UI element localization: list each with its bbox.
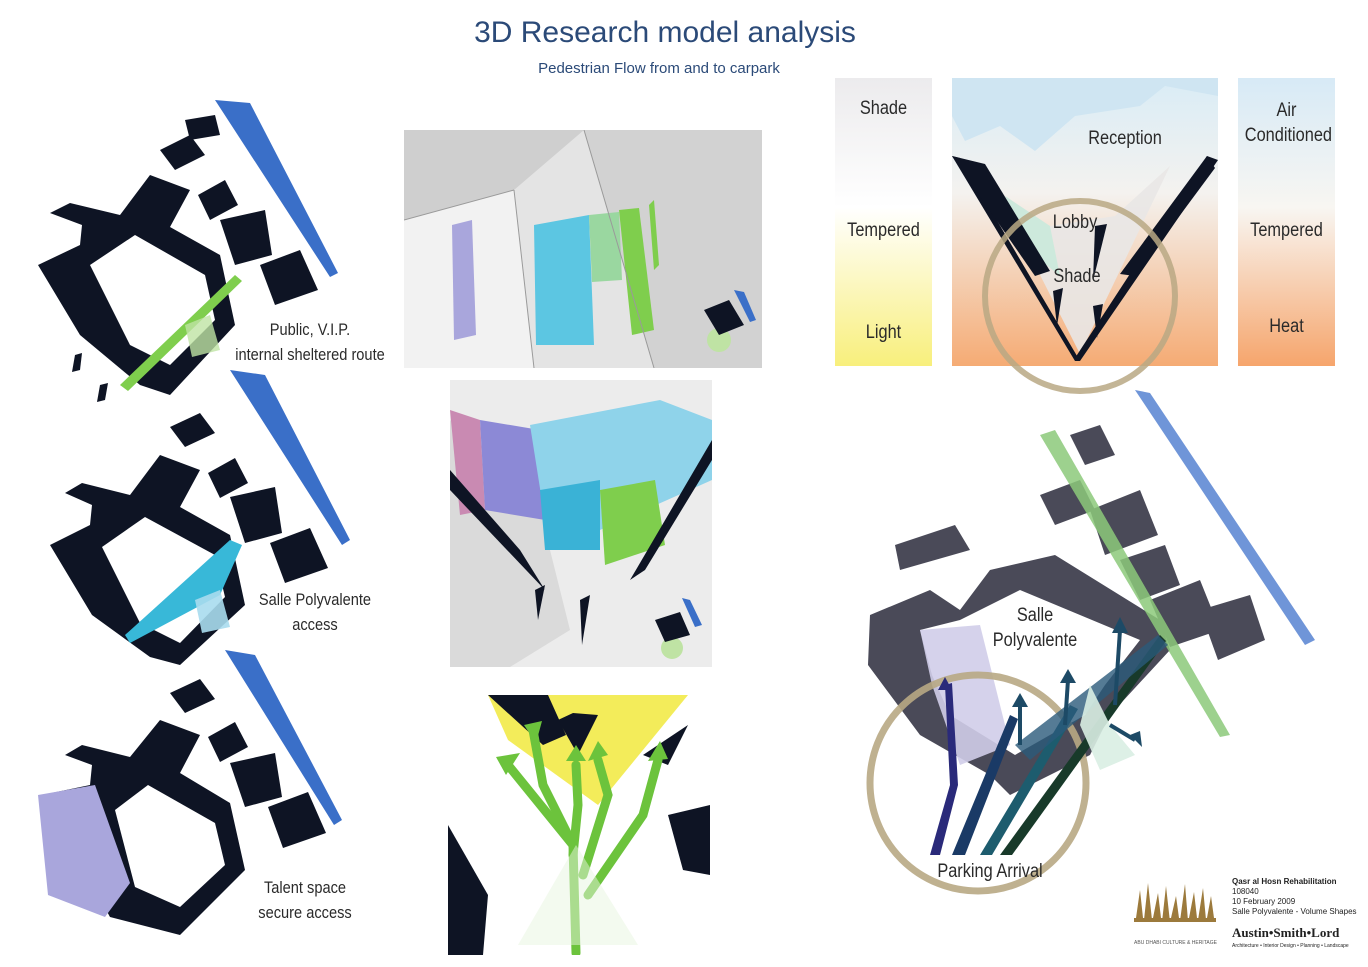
issue-date: 10 February 2009 xyxy=(1232,897,1296,906)
plan-salle-access: Salle Polyvalente access xyxy=(20,365,380,675)
site-plan-drawing xyxy=(866,390,1315,895)
firm-disciplines: Architecture • Interior Design • Plannin… xyxy=(1232,943,1349,949)
plan-talent-caption: Talent space secure access xyxy=(258,878,352,922)
thermal-center-label-shade: Shade xyxy=(1053,266,1101,287)
firm-name: Austin•Smith•Lord xyxy=(1232,925,1340,940)
sheet-title: Salle Polyvalente - Volume Shapes xyxy=(1232,907,1357,916)
page-title: 3D Research model analysis xyxy=(474,16,856,49)
site-plan-label-parking: Parking Arrival xyxy=(937,861,1043,882)
plan-talent-space: Talent space secure access xyxy=(20,645,380,960)
site-plan-label-salle: Salle Polyvalente xyxy=(992,605,1078,651)
plan-salle-caption: Salle Polyvalente access xyxy=(258,590,372,634)
flow-arrows-drawing xyxy=(448,695,710,955)
render-perspective-drawing xyxy=(404,130,762,368)
client-logo-graphic xyxy=(1134,883,1216,922)
plan-talent-space-drawing xyxy=(38,650,342,935)
project-number: 108040 xyxy=(1232,887,1259,896)
client-logo: ABU DHABI CULTURE & HERITAGE xyxy=(1128,878,1223,948)
client-logo-text: ABU DHABI CULTURE & HERITAGE xyxy=(1134,940,1217,946)
thermal-diagram: Shade Tempered Light Reception Lobby Sha… xyxy=(835,76,1340,396)
render-top-drawing xyxy=(450,380,712,667)
render-perspective-view xyxy=(404,130,762,368)
thermal-center-label-lobby: Lobby xyxy=(1052,212,1098,233)
thermal-center-label-reception: Reception xyxy=(1088,128,1162,149)
project-name: Qasr al Hosn Rehabilitation xyxy=(1232,877,1337,886)
title-block: Qasr al Hosn Rehabilitation 108040 10 Fe… xyxy=(1232,877,1357,951)
page-subtitle: Pedestrian Flow from and to carpark xyxy=(538,60,780,77)
plan-public-route-drawing xyxy=(38,100,338,402)
flow-arrows-diagram xyxy=(448,695,710,955)
thermal-right-label-air-conditioned: Air Conditioned xyxy=(1244,100,1333,146)
thermal-left-label-tempered: Tempered xyxy=(847,220,920,241)
plan-public-route: Public, V.I.P. internal sheltered route xyxy=(20,95,385,415)
site-plan-parking: Salle Polyvalente Parking Arrival xyxy=(840,385,1340,905)
thermal-left-label-shade: Shade xyxy=(859,98,908,119)
thermal-left-label-light: Light xyxy=(865,322,902,343)
plan-salle-access-drawing xyxy=(50,370,350,665)
plan-public-caption: Public, V.I.P. internal sheltered route xyxy=(235,320,385,364)
render-top-view xyxy=(450,380,712,667)
thermal-right-label-heat: Heat xyxy=(1269,316,1304,337)
thermal-drawing xyxy=(835,78,1335,394)
thermal-right-label-tempered: Tempered xyxy=(1250,220,1323,241)
